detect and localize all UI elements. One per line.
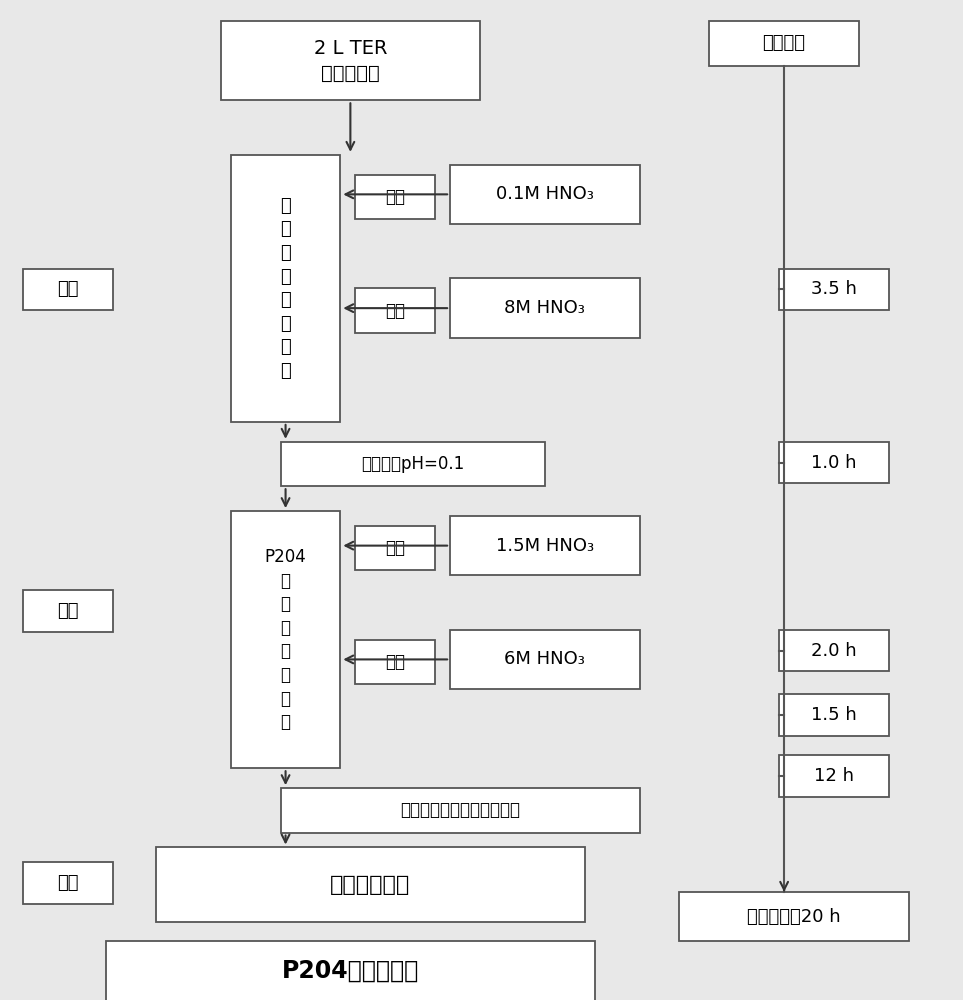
Bar [779, 694, 889, 736]
Text: 6M HNO₃: 6M HNO₃ [505, 650, 586, 668]
Bar [779, 755, 889, 797]
Text: P204
萃
淋
树
脂
色
层
柱: P204 萃 淋 树 脂 色 层 柱 [265, 548, 306, 731]
Text: 洗脱: 洗脱 [385, 653, 405, 671]
Text: 阳
离
子
交
换
色
层
柱: 阳 离 子 交 换 色 层 柱 [280, 197, 291, 380]
Bar [156, 847, 585, 922]
Text: 氨水调节pH=0.1: 氨水调节pH=0.1 [361, 455, 464, 473]
Bar [680, 892, 909, 941]
Bar [231, 155, 340, 422]
Bar [450, 165, 639, 224]
Text: 共需时间：20 h: 共需时间：20 h [747, 908, 841, 926]
Text: 8M HNO₃: 8M HNO₃ [505, 299, 586, 317]
Text: 所需时间: 所需时间 [763, 34, 806, 52]
Text: 蒸干，转移至低钾玻璃瓶中: 蒸干，转移至低钾玻璃瓶中 [400, 801, 520, 819]
Bar [23, 269, 113, 310]
Bar [450, 278, 639, 338]
Text: P204树脂色层法: P204树脂色层法 [282, 959, 419, 983]
Text: 淋洗: 淋洗 [385, 539, 405, 557]
Bar [355, 526, 435, 570]
Bar [779, 269, 889, 310]
Bar [450, 630, 639, 689]
Text: 富集: 富集 [58, 280, 79, 298]
Text: 分离: 分离 [58, 602, 79, 620]
Text: 1.0 h: 1.0 h [811, 454, 857, 472]
Text: 淋洗: 淋洗 [385, 188, 405, 206]
Bar [779, 442, 889, 483]
Bar [710, 21, 859, 66]
Text: 液闪计数测量: 液闪计数测量 [330, 875, 410, 895]
Bar [221, 21, 480, 100]
Text: 0.1M HNO₃: 0.1M HNO₃ [496, 185, 594, 203]
Bar [280, 442, 545, 486]
Text: 2.0 h: 2.0 h [811, 642, 857, 660]
Bar [106, 941, 595, 1000]
Bar [355, 175, 435, 219]
Bar [231, 511, 340, 768]
Bar [23, 590, 113, 632]
Text: 1.5M HNO₃: 1.5M HNO₃ [496, 537, 594, 555]
Bar [779, 630, 889, 671]
Bar [355, 288, 435, 333]
Bar [280, 788, 639, 833]
Text: 3.5 h: 3.5 h [811, 280, 857, 298]
Bar [23, 862, 113, 904]
Text: 洗脱: 洗脱 [385, 302, 405, 320]
Text: 12 h: 12 h [814, 767, 854, 785]
Text: 1.5 h: 1.5 h [811, 706, 857, 724]
Text: 测量: 测量 [58, 874, 79, 892]
Bar [450, 516, 639, 575]
Bar [355, 640, 435, 684]
Text: 2 L TER
锶、钇载体: 2 L TER 锶、钇载体 [314, 39, 387, 83]
